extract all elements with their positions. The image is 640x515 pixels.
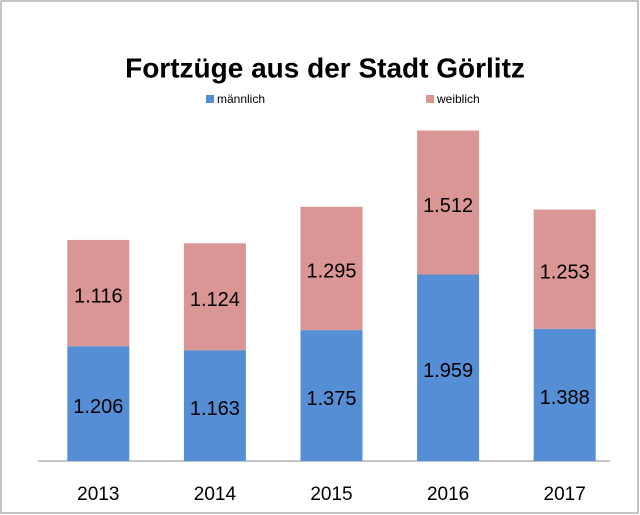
data-label: 1.253: [540, 262, 590, 284]
bar-segment: [67, 346, 130, 461]
bar-segment: [300, 206, 363, 331]
data-label: 1.388: [540, 387, 590, 409]
data-label: 1.206: [73, 396, 123, 418]
bar-segment: [183, 350, 246, 461]
data-label: 1.959: [423, 360, 473, 382]
x-tick-label: 2013: [77, 484, 119, 505]
bar-segment: [183, 243, 246, 351]
legend-swatch: [206, 95, 214, 103]
data-label: 1.512: [423, 195, 473, 217]
x-tick-label: 2015: [310, 484, 352, 505]
data-label: 1.295: [306, 261, 356, 283]
bar-segment: [67, 239, 130, 347]
legend-label: männlich: [217, 92, 265, 106]
data-label: 1.116: [74, 285, 123, 307]
data-label: 1.124: [190, 289, 240, 311]
x-tick-label: 2017: [544, 484, 586, 505]
bar-segment: [417, 130, 480, 275]
bar-segment: [300, 330, 363, 461]
legend-label: weiblich: [436, 92, 480, 106]
x-tick-label: 2016: [427, 484, 469, 505]
bar-segment: [533, 328, 596, 461]
bar-segment: [417, 274, 480, 461]
legend-swatch: [426, 95, 434, 103]
x-tick-label: 2014: [194, 484, 237, 505]
data-label: 1.163: [190, 398, 240, 420]
chart-title: Fortzüge aus der Stadt Görlitz: [125, 52, 525, 83]
data-label: 1.375: [306, 388, 356, 410]
bar-segment: [533, 209, 596, 329]
